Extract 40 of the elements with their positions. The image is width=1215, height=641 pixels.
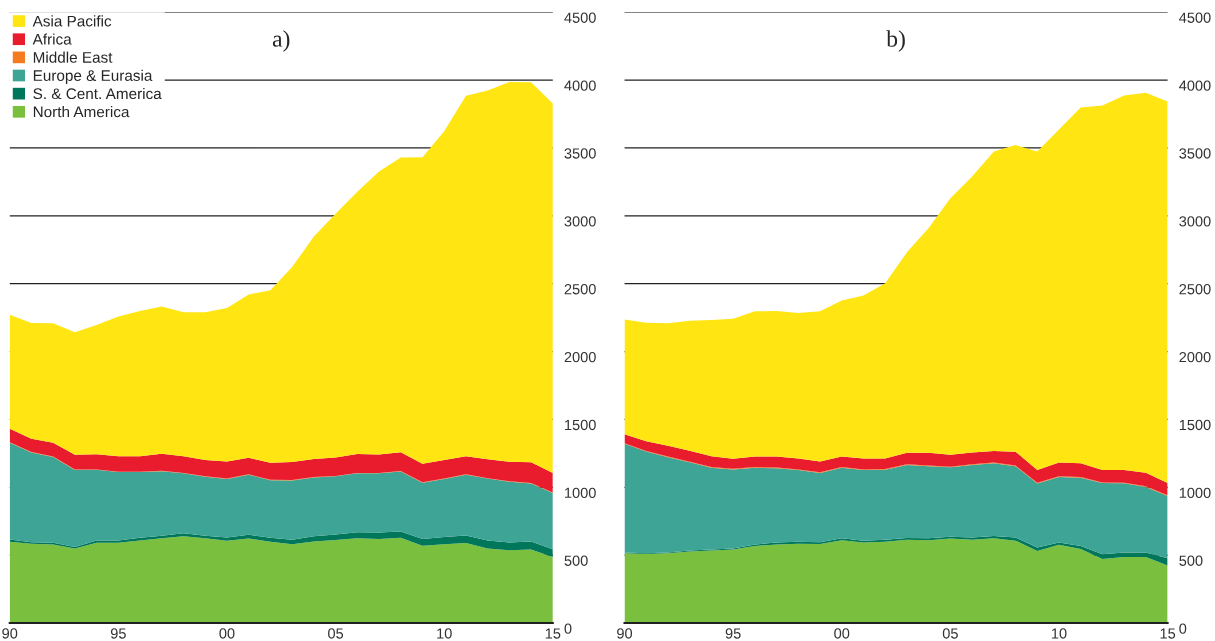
y-tick-label: 2000	[564, 351, 596, 363]
y-tick-label: 3000	[1179, 216, 1211, 227]
legend-label: S. & Cent. America	[33, 87, 162, 100]
legend-label: Middle East	[33, 51, 113, 63]
y-tick-label: 4500	[564, 12, 596, 23]
x-tick-label: 10	[437, 628, 452, 639]
y-tick-label: 2500	[1179, 284, 1211, 295]
legend-label: Europe & Eurasia	[33, 69, 153, 84]
y-tick-label: 1500	[565, 419, 596, 431]
text: a)	[272, 30, 290, 52]
y-tick-label: 2500	[564, 284, 596, 295]
x-tick-label: 95	[110, 628, 126, 639]
x-tick-label: 15	[545, 628, 561, 639]
x-tick-label: 05	[328, 628, 344, 639]
x-tick-label: 00	[219, 628, 235, 639]
x-tick-label: 10	[1052, 628, 1067, 639]
y-tick-label: 0	[564, 623, 572, 634]
x-tick-label: 15	[1160, 628, 1176, 639]
y-tick-label: 1500	[1179, 419, 1211, 431]
x-tick-label: 95	[725, 628, 741, 639]
y-tick-label: 500	[564, 555, 588, 566]
x-tick-label: 00	[834, 628, 850, 639]
legend-label: Asia Pacific	[32, 15, 112, 27]
x-tick-label: 05	[942, 628, 958, 639]
y-tick-label: 0	[1179, 623, 1187, 634]
y-tick-label: 1000	[1179, 487, 1211, 499]
text: b)	[886, 30, 905, 52]
y-tick-label: 4000	[564, 80, 596, 91]
y-tick-label: 1000	[565, 487, 596, 499]
y-tick-label: 2000	[1179, 351, 1211, 363]
legend-label: Africa	[32, 33, 72, 45]
legend-label: North America	[33, 106, 130, 118]
y-tick-label: 3500	[1179, 148, 1211, 159]
y-tick-label: 500	[1179, 555, 1203, 566]
y-tick-label: 3500	[564, 148, 596, 159]
y-tick-label: 4500	[1179, 12, 1211, 23]
y-tick-label: 4000	[1179, 80, 1211, 91]
x-tick-label: 90	[617, 628, 633, 639]
y-tick-label: 3000	[564, 216, 596, 227]
x-tick-label: 90	[2, 628, 18, 639]
